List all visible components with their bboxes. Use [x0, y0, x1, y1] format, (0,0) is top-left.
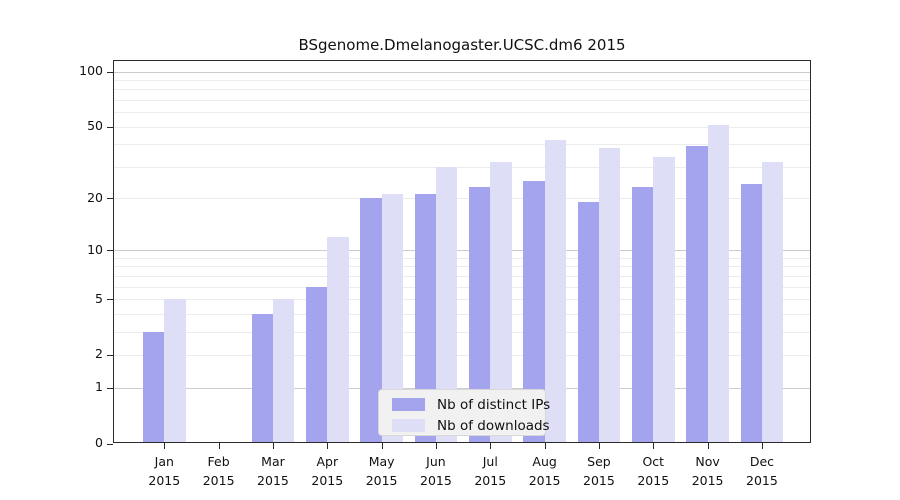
gridline-minor — [113, 286, 811, 288]
bar-nb-of-distinct-ips-oct — [631, 187, 654, 442]
legend-swatch — [392, 419, 425, 432]
y-tick — [107, 127, 113, 128]
y-tick-label: 100 — [79, 63, 103, 79]
bar-nb-of-distinct-ips-jun — [414, 194, 436, 442]
y-tick-label: 10 — [87, 241, 103, 257]
bar-nb-of-downloads-sep — [598, 148, 621, 442]
bar-nb-of-distinct-ips-dec — [740, 184, 762, 442]
x-tick-label: Jul 2015 — [474, 454, 507, 488]
y-tick — [107, 250, 113, 251]
gridline-minor — [113, 331, 811, 333]
x-tick-label: Aug 2015 — [528, 454, 561, 488]
plot-area — [113, 60, 811, 443]
bar-nb-of-downloads-nov — [707, 125, 729, 442]
x-tick-label: Nov 2015 — [691, 454, 724, 488]
gridline-minor — [113, 198, 811, 200]
bar-nb-of-downloads-oct — [653, 157, 675, 442]
gridline-minor — [113, 354, 811, 356]
x-tick — [327, 443, 328, 449]
bar-nb-of-distinct-ips-nov — [686, 146, 708, 442]
bar-nb-of-downloads-mar — [272, 299, 295, 442]
x-tick — [653, 443, 654, 449]
bar-nb-of-distinct-ips-may — [360, 198, 382, 442]
bar-nb-of-downloads-aug — [544, 140, 566, 442]
legend: Nb of distinct IPs Nb of downloads — [378, 389, 550, 436]
y-tick — [107, 198, 113, 199]
gridline-minor — [113, 166, 811, 168]
gridline-minor — [113, 266, 811, 268]
x-tick — [762, 443, 763, 449]
bar-nb-of-distinct-ips-apr — [305, 286, 328, 442]
x-tick — [545, 443, 546, 449]
x-tick — [599, 443, 600, 449]
y-tick-label: 1 — [95, 379, 103, 395]
y-tick-label: 0 — [95, 435, 103, 450]
bar-nb-of-distinct-ips-aug — [523, 181, 545, 442]
gridline-minor — [113, 258, 811, 259]
y-tick — [107, 299, 113, 300]
x-tick — [436, 443, 437, 449]
y-tick — [107, 388, 113, 389]
y-tick — [107, 444, 113, 445]
x-tick-label: Jun 2015 — [420, 454, 452, 488]
y-tick-label: 5 — [95, 290, 103, 306]
bar-nb-of-distinct-ips-jan — [142, 331, 165, 442]
x-tick-label: May 2015 — [365, 454, 398, 488]
y-tick — [107, 72, 113, 73]
bar-nb-of-downloads-may — [381, 194, 403, 442]
gridline-minor — [113, 112, 811, 114]
bar-nb-of-downloads-jan — [164, 299, 186, 442]
bar-nb-of-distinct-ips-sep — [577, 202, 599, 442]
y-tick-label: 50 — [87, 118, 103, 134]
x-tick-label: Mar 2015 — [257, 454, 289, 488]
gridline-minor — [113, 299, 811, 301]
x-tick-label: Dec 2015 — [746, 454, 778, 488]
bar-nb-of-downloads-jun — [435, 166, 458, 442]
chart-title: BSgenome.Dmelanogaster.UCSC.dm6 2015 — [298, 36, 626, 54]
gridline-major — [113, 250, 811, 252]
x-tick — [708, 443, 709, 449]
x-tick-label: Sep 2015 — [583, 454, 615, 488]
bar-nb-of-distinct-ips-mar — [251, 313, 273, 442]
y-tick-label: 2 — [95, 346, 103, 362]
bar-nb-of-distinct-ips-jul — [468, 187, 491, 442]
y-tick-label: 20 — [87, 189, 103, 205]
bar-nb-of-downloads-dec — [761, 161, 784, 442]
legend-item: Nb of distinct IPs — [392, 395, 550, 414]
legend-label: Nb of downloads — [437, 417, 550, 434]
bar-nb-of-downloads-jul — [490, 161, 512, 442]
x-tick — [382, 443, 383, 449]
gridline-major — [113, 71, 811, 73]
x-tick-label: Jan 2015 — [148, 454, 181, 488]
gridline-minor — [113, 89, 811, 91]
gridline-minor — [113, 275, 811, 277]
gridline-minor — [113, 144, 811, 146]
gridline-minor — [113, 126, 811, 128]
x-tick — [490, 443, 491, 449]
gridline-minor — [113, 100, 811, 102]
x-tick-label: Oct 2015 — [637, 454, 670, 488]
x-tick — [273, 443, 274, 449]
x-tick-label: Feb 2015 — [202, 454, 235, 488]
x-tick-label: Apr 2015 — [311, 454, 344, 488]
legend-swatch — [392, 398, 425, 411]
y-tick — [107, 355, 113, 356]
gridline-minor — [113, 313, 811, 315]
bar-nb-of-downloads-apr — [327, 236, 349, 442]
gridline-major — [113, 387, 811, 389]
legend-item: Nb of downloads — [392, 416, 550, 435]
legend-label: Nb of distinct IPs — [437, 396, 551, 413]
x-tick — [219, 443, 220, 449]
x-tick — [164, 443, 165, 449]
gridline-minor — [113, 80, 811, 82]
